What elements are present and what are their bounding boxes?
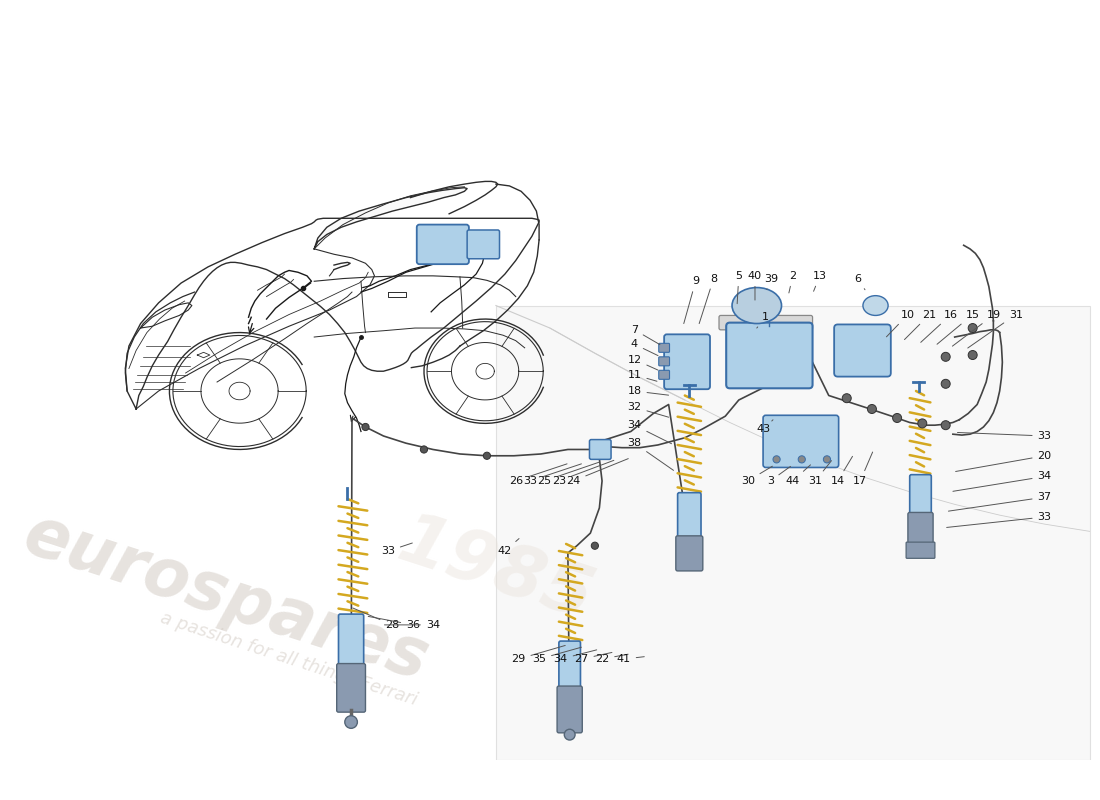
- Text: 9: 9: [684, 276, 700, 323]
- Text: 5: 5: [735, 271, 743, 304]
- FancyBboxPatch shape: [337, 663, 365, 712]
- Text: 4: 4: [631, 339, 658, 356]
- Text: 34: 34: [385, 620, 440, 630]
- Text: 44: 44: [785, 465, 811, 486]
- Circle shape: [917, 419, 927, 428]
- Text: 32: 32: [627, 402, 669, 418]
- FancyBboxPatch shape: [557, 686, 582, 733]
- Text: 43: 43: [757, 420, 773, 434]
- Circle shape: [942, 421, 950, 430]
- Circle shape: [968, 350, 977, 359]
- Text: 8: 8: [700, 274, 717, 323]
- FancyBboxPatch shape: [910, 474, 932, 516]
- Text: 7: 7: [631, 325, 660, 345]
- FancyBboxPatch shape: [559, 641, 581, 690]
- Text: 30: 30: [740, 466, 772, 486]
- FancyBboxPatch shape: [908, 513, 933, 545]
- Text: 35: 35: [532, 647, 582, 664]
- Text: 28: 28: [353, 608, 399, 630]
- FancyBboxPatch shape: [763, 415, 838, 467]
- Polygon shape: [496, 306, 1090, 760]
- Text: 33: 33: [524, 464, 582, 486]
- Text: 34: 34: [953, 471, 1052, 491]
- Text: 31: 31: [968, 310, 1023, 348]
- Circle shape: [773, 456, 780, 463]
- Circle shape: [942, 352, 950, 362]
- Circle shape: [824, 456, 830, 463]
- Text: 18: 18: [627, 386, 669, 396]
- Text: 14: 14: [830, 456, 852, 486]
- Text: 39: 39: [764, 274, 778, 290]
- FancyBboxPatch shape: [726, 322, 813, 388]
- Text: 37: 37: [948, 492, 1052, 511]
- FancyBboxPatch shape: [417, 225, 469, 264]
- Text: 33: 33: [947, 512, 1052, 527]
- Text: 26: 26: [508, 464, 566, 486]
- Circle shape: [968, 323, 977, 333]
- Text: 16: 16: [921, 310, 958, 342]
- Text: 2: 2: [789, 271, 796, 293]
- Text: 17: 17: [854, 452, 872, 486]
- Circle shape: [362, 423, 370, 430]
- Text: 34: 34: [553, 650, 596, 664]
- Text: 27: 27: [574, 653, 612, 664]
- FancyBboxPatch shape: [659, 370, 670, 379]
- Text: 22: 22: [595, 654, 628, 664]
- Circle shape: [799, 456, 805, 463]
- Text: 31: 31: [808, 461, 832, 486]
- Circle shape: [344, 716, 358, 728]
- FancyBboxPatch shape: [664, 334, 710, 390]
- Text: 21: 21: [904, 310, 936, 339]
- Text: 6: 6: [854, 274, 865, 290]
- Text: 23: 23: [552, 460, 614, 486]
- Text: 25: 25: [538, 462, 600, 486]
- Text: 41: 41: [617, 654, 645, 664]
- Ellipse shape: [862, 296, 888, 315]
- Text: 20: 20: [956, 450, 1052, 471]
- Circle shape: [843, 394, 851, 402]
- Text: 1985: 1985: [389, 507, 602, 634]
- Text: 19: 19: [953, 310, 1001, 346]
- Text: a passion for all things Ferrari: a passion for all things Ferrari: [158, 609, 420, 710]
- Circle shape: [564, 730, 575, 740]
- Text: 3: 3: [767, 466, 791, 486]
- Text: 38: 38: [627, 438, 673, 470]
- Circle shape: [942, 379, 950, 388]
- Circle shape: [892, 414, 902, 422]
- Text: 40: 40: [748, 271, 762, 300]
- FancyBboxPatch shape: [590, 439, 612, 459]
- FancyBboxPatch shape: [339, 614, 364, 667]
- FancyBboxPatch shape: [678, 493, 701, 539]
- FancyBboxPatch shape: [719, 315, 813, 330]
- Text: 42: 42: [498, 538, 519, 556]
- Text: 11: 11: [627, 370, 657, 382]
- FancyBboxPatch shape: [659, 343, 670, 352]
- Text: 34: 34: [627, 420, 671, 444]
- Circle shape: [483, 452, 491, 459]
- FancyBboxPatch shape: [675, 536, 703, 571]
- Text: 24: 24: [566, 458, 628, 486]
- Circle shape: [592, 542, 598, 550]
- Circle shape: [420, 446, 428, 453]
- Text: 33: 33: [381, 543, 412, 556]
- Polygon shape: [315, 188, 468, 249]
- Text: 33: 33: [957, 431, 1052, 441]
- Text: 36: 36: [368, 617, 420, 630]
- Text: 15: 15: [937, 310, 980, 344]
- Text: eurospares: eurospares: [15, 502, 437, 694]
- Circle shape: [868, 405, 877, 414]
- Text: 13: 13: [813, 271, 827, 291]
- FancyBboxPatch shape: [834, 325, 891, 377]
- Text: 1: 1: [757, 312, 769, 328]
- FancyBboxPatch shape: [468, 230, 499, 258]
- Ellipse shape: [732, 287, 781, 323]
- Text: 10: 10: [887, 310, 915, 337]
- FancyBboxPatch shape: [906, 542, 935, 558]
- Text: 12: 12: [627, 354, 658, 370]
- FancyBboxPatch shape: [659, 357, 670, 366]
- Text: 29: 29: [512, 646, 565, 664]
